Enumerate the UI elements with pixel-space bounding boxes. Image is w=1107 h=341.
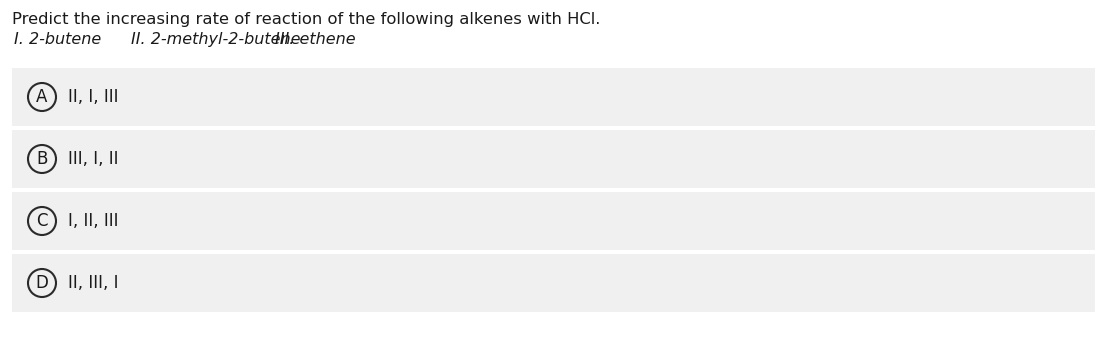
- Text: III. ethene: III. ethene: [275, 32, 355, 47]
- Text: A: A: [37, 88, 48, 106]
- Text: I, II, III: I, II, III: [68, 212, 118, 230]
- Text: D: D: [35, 274, 49, 292]
- Text: II, III, I: II, III, I: [68, 274, 118, 292]
- Ellipse shape: [28, 145, 56, 173]
- Text: II. 2-methyl-2-butene: II. 2-methyl-2-butene: [131, 32, 300, 47]
- FancyBboxPatch shape: [12, 130, 1095, 188]
- Text: B: B: [37, 150, 48, 168]
- Ellipse shape: [28, 83, 56, 111]
- Ellipse shape: [28, 269, 56, 297]
- FancyBboxPatch shape: [12, 254, 1095, 312]
- FancyBboxPatch shape: [12, 192, 1095, 250]
- Text: Predict the increasing rate of reaction of the following alkenes with HCl.: Predict the increasing rate of reaction …: [12, 12, 600, 27]
- Text: II, I, III: II, I, III: [68, 88, 118, 106]
- FancyBboxPatch shape: [12, 68, 1095, 126]
- Text: C: C: [37, 212, 48, 230]
- Ellipse shape: [28, 207, 56, 235]
- Text: I. 2-butene: I. 2-butene: [14, 32, 102, 47]
- Text: III, I, II: III, I, II: [68, 150, 118, 168]
